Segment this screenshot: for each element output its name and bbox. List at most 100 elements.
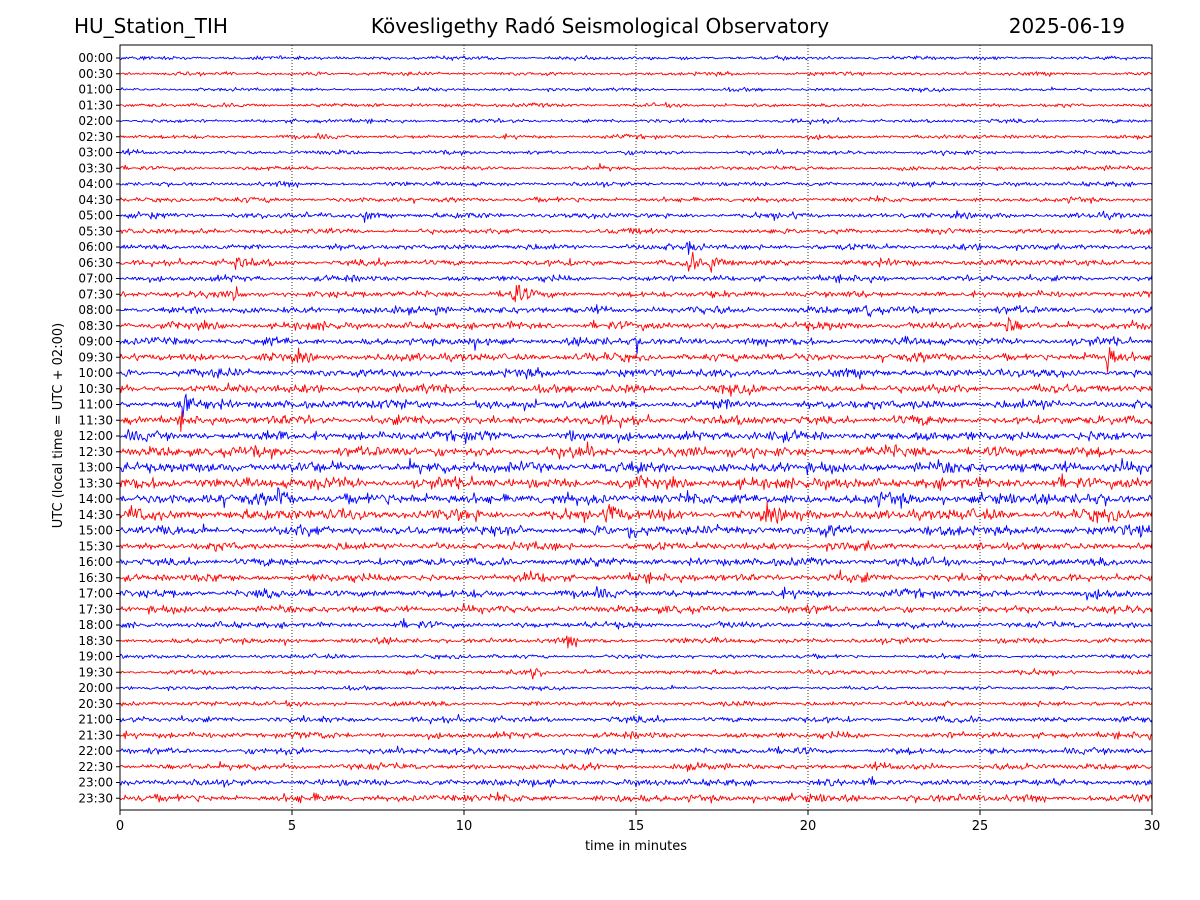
y-tick-label: 04:30 xyxy=(78,193,113,207)
y-tick-label: 03:00 xyxy=(78,146,113,160)
trace-0000 xyxy=(120,55,1152,62)
y-tick-label: 06:00 xyxy=(78,240,113,254)
trace-0600 xyxy=(120,241,1152,255)
trace-2330 xyxy=(120,791,1152,804)
y-axis-label: UTC (local time = UTC + 02:00) xyxy=(51,323,66,528)
y-tick-label: 22:00 xyxy=(78,744,113,758)
trace-1400 xyxy=(120,487,1152,509)
y-tick-label: 00:00 xyxy=(78,51,113,65)
x-tick-label: 15 xyxy=(628,819,645,834)
y-tick-label: 03:30 xyxy=(78,161,113,175)
x-axis-label: time in minutes xyxy=(585,839,687,854)
station-name: HU_Station_TIH xyxy=(74,14,228,38)
trace-1530 xyxy=(120,540,1152,552)
trace-2130 xyxy=(120,730,1152,741)
trace-1300 xyxy=(120,457,1152,476)
trace-0200 xyxy=(120,117,1152,125)
y-tick-label: 09:00 xyxy=(78,335,113,349)
trace-0900 xyxy=(120,335,1152,355)
y-tick-label: 22:30 xyxy=(78,760,113,774)
trace-1800 xyxy=(120,618,1152,630)
trace-0730 xyxy=(120,284,1152,303)
x-tick-label: 30 xyxy=(1144,819,1161,834)
trace-0530 xyxy=(120,227,1152,235)
y-tick-label: 23:30 xyxy=(78,791,113,805)
y-tick-label: 18:30 xyxy=(78,634,113,648)
y-tick-label: 01:30 xyxy=(78,98,113,112)
y-tick-label: 02:30 xyxy=(78,130,113,144)
y-tick-label: 04:00 xyxy=(78,177,113,191)
y-tick-label: 12:00 xyxy=(78,429,113,443)
x-tick-label: 25 xyxy=(972,819,989,834)
y-tick-label: 21:00 xyxy=(78,713,113,727)
trace-1430 xyxy=(120,501,1152,524)
plot-date: 2025-06-19 xyxy=(1008,14,1125,38)
trace-2230 xyxy=(120,760,1152,772)
y-tick-label: 02:00 xyxy=(78,114,113,128)
trace-2200 xyxy=(120,745,1152,756)
trace-1100 xyxy=(120,393,1152,418)
trace-1600 xyxy=(120,556,1152,568)
trace-2100 xyxy=(120,713,1152,725)
y-tick-label: 19:00 xyxy=(78,650,113,664)
trace-1330 xyxy=(120,473,1152,491)
y-tick-label: 17:00 xyxy=(78,587,113,601)
trace-1900 xyxy=(120,652,1152,660)
traces-group xyxy=(120,55,1152,804)
trace-1830 xyxy=(120,635,1152,649)
trace-0700 xyxy=(120,273,1152,284)
trace-0100 xyxy=(120,86,1152,93)
trace-0300 xyxy=(120,148,1152,157)
y-tick-label: 05:00 xyxy=(78,209,113,223)
trace-0830 xyxy=(120,317,1152,332)
trace-1030 xyxy=(120,382,1152,397)
y-tick-label: 13:30 xyxy=(78,476,113,490)
y-tick-label: 14:30 xyxy=(78,508,113,522)
trace-0800 xyxy=(120,304,1152,318)
x-tick-label: 5 xyxy=(288,819,296,834)
y-tick-label: 05:30 xyxy=(78,224,113,238)
y-tick-label: 19:30 xyxy=(78,665,113,679)
y-tick-label: 16:30 xyxy=(78,571,113,585)
trace-1200 xyxy=(120,428,1152,445)
y-tick-label: 08:00 xyxy=(78,303,113,317)
trace-0230 xyxy=(120,132,1152,141)
trace-0930 xyxy=(120,347,1152,373)
trace-2000 xyxy=(120,684,1152,692)
trace-0630 xyxy=(120,251,1152,273)
trace-1500 xyxy=(120,523,1152,539)
y-tick-label: 11:30 xyxy=(78,413,113,427)
trace-1700 xyxy=(120,585,1152,601)
trace-1230 xyxy=(120,441,1152,460)
x-tick-label: 0 xyxy=(116,819,124,834)
y-tick-label: 06:30 xyxy=(78,256,113,270)
trace-0430 xyxy=(120,195,1152,204)
trace-1000 xyxy=(120,367,1152,380)
y-tick-label: 14:00 xyxy=(78,492,113,506)
y-tick-label: 00:30 xyxy=(78,67,113,81)
y-tick-label: 20:30 xyxy=(78,697,113,711)
trace-2030 xyxy=(120,699,1152,708)
trace-0500 xyxy=(120,210,1152,223)
observatory-title: Kövesligethy Radó Seismological Observat… xyxy=(370,14,830,38)
y-tick-label: 23:00 xyxy=(78,776,113,790)
trace-1630 xyxy=(120,569,1152,585)
trace-0400 xyxy=(120,180,1152,188)
trace-2300 xyxy=(120,775,1152,788)
trace-1930 xyxy=(120,668,1152,680)
trace-0130 xyxy=(120,101,1152,109)
y-tick-label: 10:30 xyxy=(78,382,113,396)
y-tick-label: 07:30 xyxy=(78,287,113,301)
y-tick-label: 08:30 xyxy=(78,319,113,333)
y-tick-label: 01:00 xyxy=(78,83,113,97)
y-tick-label: 20:00 xyxy=(78,681,113,695)
trace-0030 xyxy=(120,70,1152,77)
y-tick-label: 15:00 xyxy=(78,524,113,538)
y-tick-label: 15:30 xyxy=(78,539,113,553)
y-tick-label: 11:00 xyxy=(78,398,113,412)
y-tick-label: 21:30 xyxy=(78,728,113,742)
x-tick-label: 20 xyxy=(800,819,817,834)
y-tick-label: 09:30 xyxy=(78,350,113,364)
y-tick-label: 18:00 xyxy=(78,618,113,632)
